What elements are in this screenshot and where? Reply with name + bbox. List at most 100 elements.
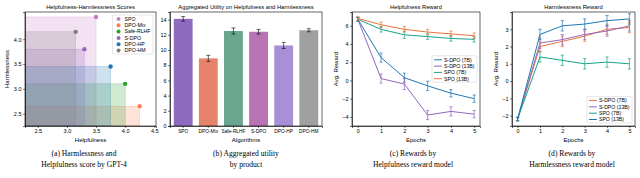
error-bar-stem: [357, 17, 358, 21]
error-bar: [516, 117, 519, 120]
error-bar-cap: [538, 62, 541, 63]
x-axis-tick: 4.0: [122, 126, 130, 134]
y-axis-tick: 4.0: [14, 37, 25, 43]
error-bar-cap: [605, 25, 608, 26]
error-bar-cap: [516, 120, 519, 121]
x-axis-tick: S-DPO: [251, 126, 266, 134]
plot-frame: [170, 12, 322, 126]
chart-title: Aggregated Utility on Helpfulness and Ha…: [178, 4, 313, 10]
error-bar-cap: [583, 39, 586, 40]
error-bar-stem: [450, 107, 451, 116]
error-bar: [231, 28, 235, 34]
bar: [224, 31, 243, 126]
point: [73, 30, 77, 34]
error-bar-cap: [473, 102, 476, 103]
error-bar-cap: [583, 41, 586, 42]
x-axis-tick-label: 4.0: [122, 128, 130, 134]
error-bar-cap: [356, 21, 359, 22]
x-axis-tick-label: DPO-Mix: [199, 129, 219, 134]
y-axis-tick-label: 10: [160, 47, 166, 53]
error-bar-cap: [516, 120, 519, 121]
error-bar-stem: [562, 34, 563, 44]
y-axis-tick-mark: [168, 65, 170, 66]
error-bar-cap: [449, 115, 452, 116]
y-axis-title: Harmlessness: [4, 50, 10, 88]
error-bar: [379, 74, 382, 83]
x-axis-tick-mark: [183, 126, 184, 128]
legend-label: S-DPO (7B): [599, 97, 627, 103]
y-axis-tick-label: 14: [160, 17, 166, 23]
y-axis-tick-mark: [350, 80, 352, 81]
error-bar-cap: [583, 69, 586, 70]
y-axis-tick-mark: [510, 64, 512, 65]
x-axis-tick-label: 3.0: [64, 128, 72, 134]
bar: [199, 58, 218, 126]
x-axis-tick: 4.5: [151, 126, 159, 134]
x-axis-line: [353, 127, 481, 129]
error-bar-stem: [450, 31, 451, 36]
legend-box: [432, 56, 477, 82]
y-axis-tick-label: 2: [505, 44, 508, 50]
error-bar-cap: [561, 46, 564, 47]
legend-swatch: [434, 72, 442, 73]
x-axis: 2.53.03.54.04.5: [26, 126, 159, 134]
y-axis-tick-label: 12: [160, 32, 166, 38]
legend-swatch: [117, 23, 121, 27]
caption: (a) Harmlessness and: [52, 149, 117, 158]
caption: Harmlessness reward model: [529, 160, 615, 169]
series-line: [358, 18, 474, 35]
legend-label: DPO-HP: [125, 41, 146, 47]
y-axis-tick: 4: [163, 93, 170, 99]
y-axis: −2−10123: [502, 13, 512, 127]
error-bar-cap: [379, 22, 382, 23]
error-bar: [379, 27, 382, 32]
x-axis-line: [513, 127, 636, 129]
error-bar-cap: [181, 21, 185, 22]
legend-label: S-DPO: [125, 35, 141, 41]
legend-swatch: [589, 106, 597, 107]
error-bar: [538, 52, 541, 62]
error-bar-cap: [206, 55, 210, 56]
error-bar-stem: [404, 27, 405, 32]
error-bar: [605, 15, 608, 25]
error-bar-cap: [426, 34, 429, 35]
y-axis-tick-label: 4: [163, 93, 166, 99]
y-axis-tick-label: 3: [505, 27, 508, 33]
error-bar-stem: [629, 59, 630, 69]
error-bar-stem: [584, 29, 585, 39]
error-bar-cap: [231, 34, 235, 35]
y-axis-tick-mark: [168, 35, 170, 36]
error-bar-cap: [605, 15, 608, 16]
series-line: [358, 19, 474, 98]
y-axis-tick-label: 4.0: [14, 37, 22, 43]
error-bar: [583, 19, 586, 29]
error-bar-stem: [517, 117, 518, 120]
x-axis-tick-label: 3: [427, 128, 430, 134]
x-axis-tick-label: 3: [584, 128, 587, 134]
y-axis-tick: 2: [163, 108, 170, 114]
plot-area: [174, 17, 318, 126]
error-bar: [307, 29, 311, 32]
error-bar-cap: [538, 39, 541, 40]
error-bar-stem: [283, 42, 284, 48]
legend-swatch: [589, 113, 597, 114]
point: [137, 104, 141, 108]
error-bar-cap: [426, 90, 429, 91]
y-axis-line: [168, 13, 171, 127]
x-axis-tick-label: 0: [357, 128, 360, 134]
error-bar-cap: [403, 32, 406, 33]
error-bar-cap: [561, 31, 564, 32]
error-bar-cap: [583, 18, 586, 19]
legend-swatch: [117, 17, 121, 21]
legend-label: DPO-HM: [125, 47, 146, 53]
y-axis-tick: 1: [505, 61, 512, 67]
error-bar: [403, 27, 406, 32]
error-bar-cap: [473, 42, 476, 43]
x-axis-title: Helpfulness: [75, 137, 106, 143]
x-axis-tick: 5: [473, 126, 476, 134]
error-bar: [561, 55, 564, 65]
error-bar-stem: [381, 53, 382, 62]
caption: Helpfulness reward model: [373, 160, 453, 169]
y-axis-tick: 6: [345, 23, 352, 29]
error-bar: [379, 53, 382, 62]
